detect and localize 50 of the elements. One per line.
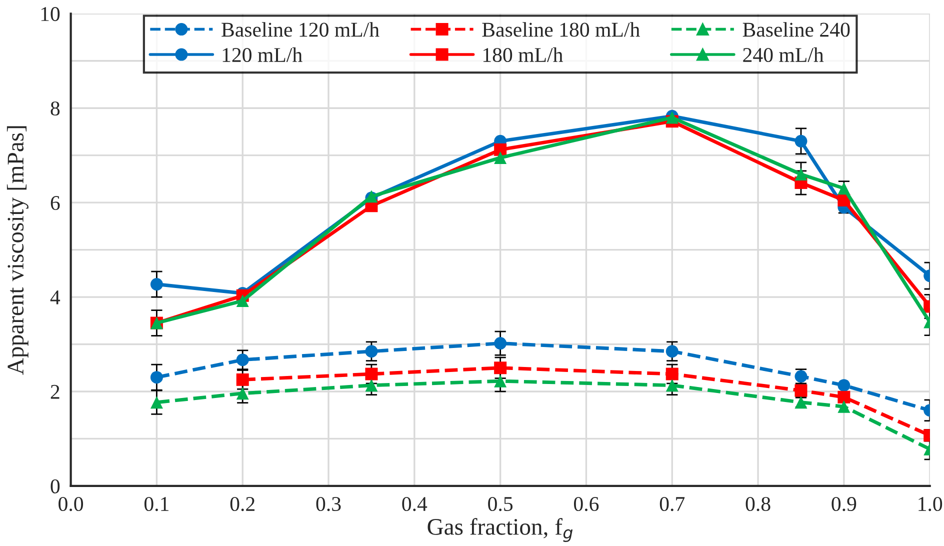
legend-label: 240 mL/h — [743, 47, 824, 62]
legend-label: Baseline 120 mL/h — [222, 22, 380, 37]
point — [236, 294, 249, 308]
point — [150, 371, 163, 384]
y-tick-label: 8 — [50, 101, 60, 116]
y-tick-label: 10 — [41, 7, 60, 22]
point — [494, 337, 507, 350]
point — [365, 379, 378, 392]
point — [236, 387, 249, 400]
y-tick-label: 4 — [50, 290, 60, 304]
x-tick-label: 0.0 — [58, 496, 84, 512]
point — [838, 379, 850, 392]
point — [494, 151, 507, 164]
legend-label: 180 mL/h — [483, 47, 563, 62]
point — [794, 370, 808, 383]
legend-label: 120 mL/h — [222, 47, 302, 62]
legend-label: Baseline 240 — [742, 22, 850, 37]
x-tick-label: 1.0 — [918, 496, 942, 512]
point — [150, 278, 163, 291]
point — [365, 345, 378, 358]
x-tick-label: 0.8 — [746, 496, 770, 512]
x-tick-label: 0.7 — [660, 496, 685, 512]
point — [666, 345, 678, 358]
x-tick-label: 0.3 — [316, 496, 341, 512]
point — [838, 390, 850, 404]
x-tick-label: 0.4 — [402, 496, 428, 512]
point — [365, 368, 378, 380]
point — [236, 373, 249, 386]
point — [794, 168, 808, 180]
point — [666, 368, 678, 380]
point — [838, 400, 850, 413]
y-axis-title: Apparent viscosity [mPas] — [6, 126, 28, 375]
point — [494, 143, 507, 156]
y-tick-label: 6 — [50, 196, 60, 210]
point — [494, 362, 507, 374]
x-tick-label: 0.9 — [832, 496, 856, 512]
point — [838, 194, 850, 206]
x-tick-label: 0.6 — [574, 496, 599, 512]
point — [150, 396, 163, 409]
y-tick-label: 0 — [50, 479, 60, 494]
point — [494, 374, 507, 388]
point — [794, 134, 808, 148]
legend-label: Baseline 180 mL/h — [482, 22, 640, 37]
x-tick-label: 0.1 — [144, 496, 168, 512]
x-tick-label: 0.5 — [488, 496, 513, 512]
x-axis-title: Gas fraction, f$_{g}$ — [428, 518, 573, 542]
y-tick-label: 2 — [50, 384, 60, 399]
x-tick-label: 0.2 — [230, 496, 254, 512]
point — [666, 379, 678, 392]
point — [236, 354, 249, 366]
